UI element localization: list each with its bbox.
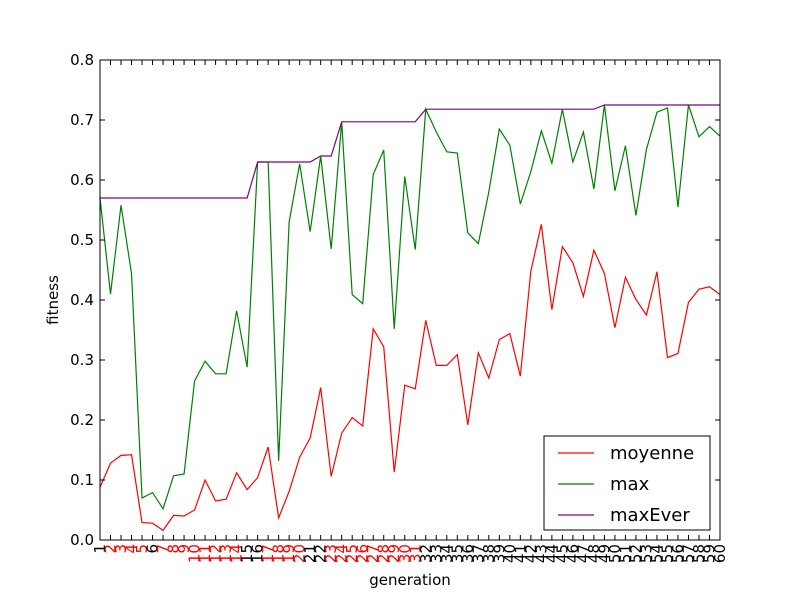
legend-label-moyenne: moyenne xyxy=(610,443,694,464)
legend-label-maxEver: maxEver xyxy=(610,505,690,526)
x-tick-label: 27 xyxy=(364,544,382,563)
x-tick-label: 23 xyxy=(322,544,340,563)
y-tick-label: 0.3 xyxy=(70,351,94,369)
x-tick-label: 60 xyxy=(711,544,729,563)
x-tick-label: 34 xyxy=(438,544,456,563)
x-axis-label: generation xyxy=(369,571,451,589)
x-tick-label: 8 xyxy=(165,544,183,554)
x-tick-label: 30 xyxy=(396,544,414,563)
x-tick-label: 29 xyxy=(385,544,403,563)
x-tick-label: 31 xyxy=(406,544,424,563)
x-tick-label: 32 xyxy=(417,544,435,563)
x-tick-label: 47 xyxy=(574,544,592,563)
legend-label-max: max xyxy=(610,474,650,495)
x-tick-label: 17 xyxy=(259,544,277,563)
x-tick-label: 33 xyxy=(427,544,445,563)
x-tick-label: 45 xyxy=(553,544,571,563)
x-tick-label: 40 xyxy=(501,544,519,563)
x-tick-label: 24 xyxy=(333,544,351,563)
x-tick-label: 37 xyxy=(469,544,487,563)
legend: moyenne max maxEver xyxy=(543,435,711,531)
x-tick-label: 1 xyxy=(91,544,109,554)
x-tick-label: 16 xyxy=(249,544,267,563)
x-tick-label: 56 xyxy=(669,544,687,563)
x-tick-label: 55 xyxy=(658,544,676,563)
x-tick-label: 38 xyxy=(480,544,498,563)
x-tick-label: 12 xyxy=(207,544,225,563)
x-tick-label: 59 xyxy=(700,544,718,563)
y-axis-ticks: 0.0 0.1 0.2 0.3 0.4 0.5 0.6 0.7 0.8 xyxy=(70,51,720,549)
x-tick-label: 19 xyxy=(280,544,298,563)
y-tick-label: 0.1 xyxy=(70,471,94,489)
series-line-max xyxy=(99,104,721,511)
x-tick-label: 49 xyxy=(595,544,613,563)
y-tick-label: 0.4 xyxy=(70,291,94,309)
x-tick-label: 50 xyxy=(606,544,624,563)
y-tick-label: 0.2 xyxy=(70,411,94,429)
x-tick-label: 36 xyxy=(459,544,477,563)
x-tick-label: 4 xyxy=(123,544,141,554)
y-tick-label: 0.5 xyxy=(70,231,94,249)
x-tick-label: 13 xyxy=(217,544,235,563)
x-axis-ticks: 1234567891011121314151617181920212223242… xyxy=(91,60,729,563)
x-tick-label: 42 xyxy=(522,544,540,563)
x-tick-label: 44 xyxy=(543,544,561,563)
x-tick-label: 43 xyxy=(532,544,550,563)
x-tick-label: 52 xyxy=(627,544,645,563)
x-tick-label: 54 xyxy=(648,544,666,563)
x-tick-label: 35 xyxy=(448,544,466,563)
x-tick-label: 9 xyxy=(175,544,193,554)
series-layer xyxy=(99,104,721,532)
x-tick-label: 21 xyxy=(301,544,319,563)
x-tick-label: 15 xyxy=(238,544,256,563)
x-tick-label: 22 xyxy=(312,544,330,563)
y-tick-label: 0.0 xyxy=(70,531,94,549)
x-tick-label: 25 xyxy=(343,544,361,563)
x-tick-label: 11 xyxy=(196,544,214,563)
x-tick-label: 3 xyxy=(112,544,130,554)
x-tick-label: 18 xyxy=(270,544,288,563)
legend-box xyxy=(543,435,711,531)
x-tick-label: 7 xyxy=(154,544,172,554)
x-tick-label: 48 xyxy=(585,544,603,563)
x-tick-label: 51 xyxy=(616,544,634,563)
x-tick-label: 58 xyxy=(690,544,708,563)
series-line-maxEver xyxy=(100,104,720,199)
x-tick-label: 20 xyxy=(291,544,309,563)
y-tick-label: 0.6 xyxy=(70,171,94,189)
y-tick-label: 0.8 xyxy=(70,51,94,69)
x-tick-label: 46 xyxy=(564,544,582,563)
x-tick-label: 10 xyxy=(186,544,204,563)
y-axis-label: fitness xyxy=(44,275,62,325)
x-tick-label: 2 xyxy=(102,544,120,554)
x-tick-label: 6 xyxy=(144,544,162,554)
y-tick-label: 0.7 xyxy=(70,111,94,129)
x-tick-label: 28 xyxy=(375,544,393,563)
x-tick-label: 41 xyxy=(511,544,529,563)
x-tick-label: 5 xyxy=(133,544,151,554)
x-tick-label: 53 xyxy=(637,544,655,563)
x-tick-label: 26 xyxy=(354,544,372,563)
x-tick-label: 57 xyxy=(679,544,697,563)
x-tick-label: 14 xyxy=(228,544,246,563)
x-tick-label: 39 xyxy=(490,544,508,563)
series-line-moyenne xyxy=(99,224,721,532)
